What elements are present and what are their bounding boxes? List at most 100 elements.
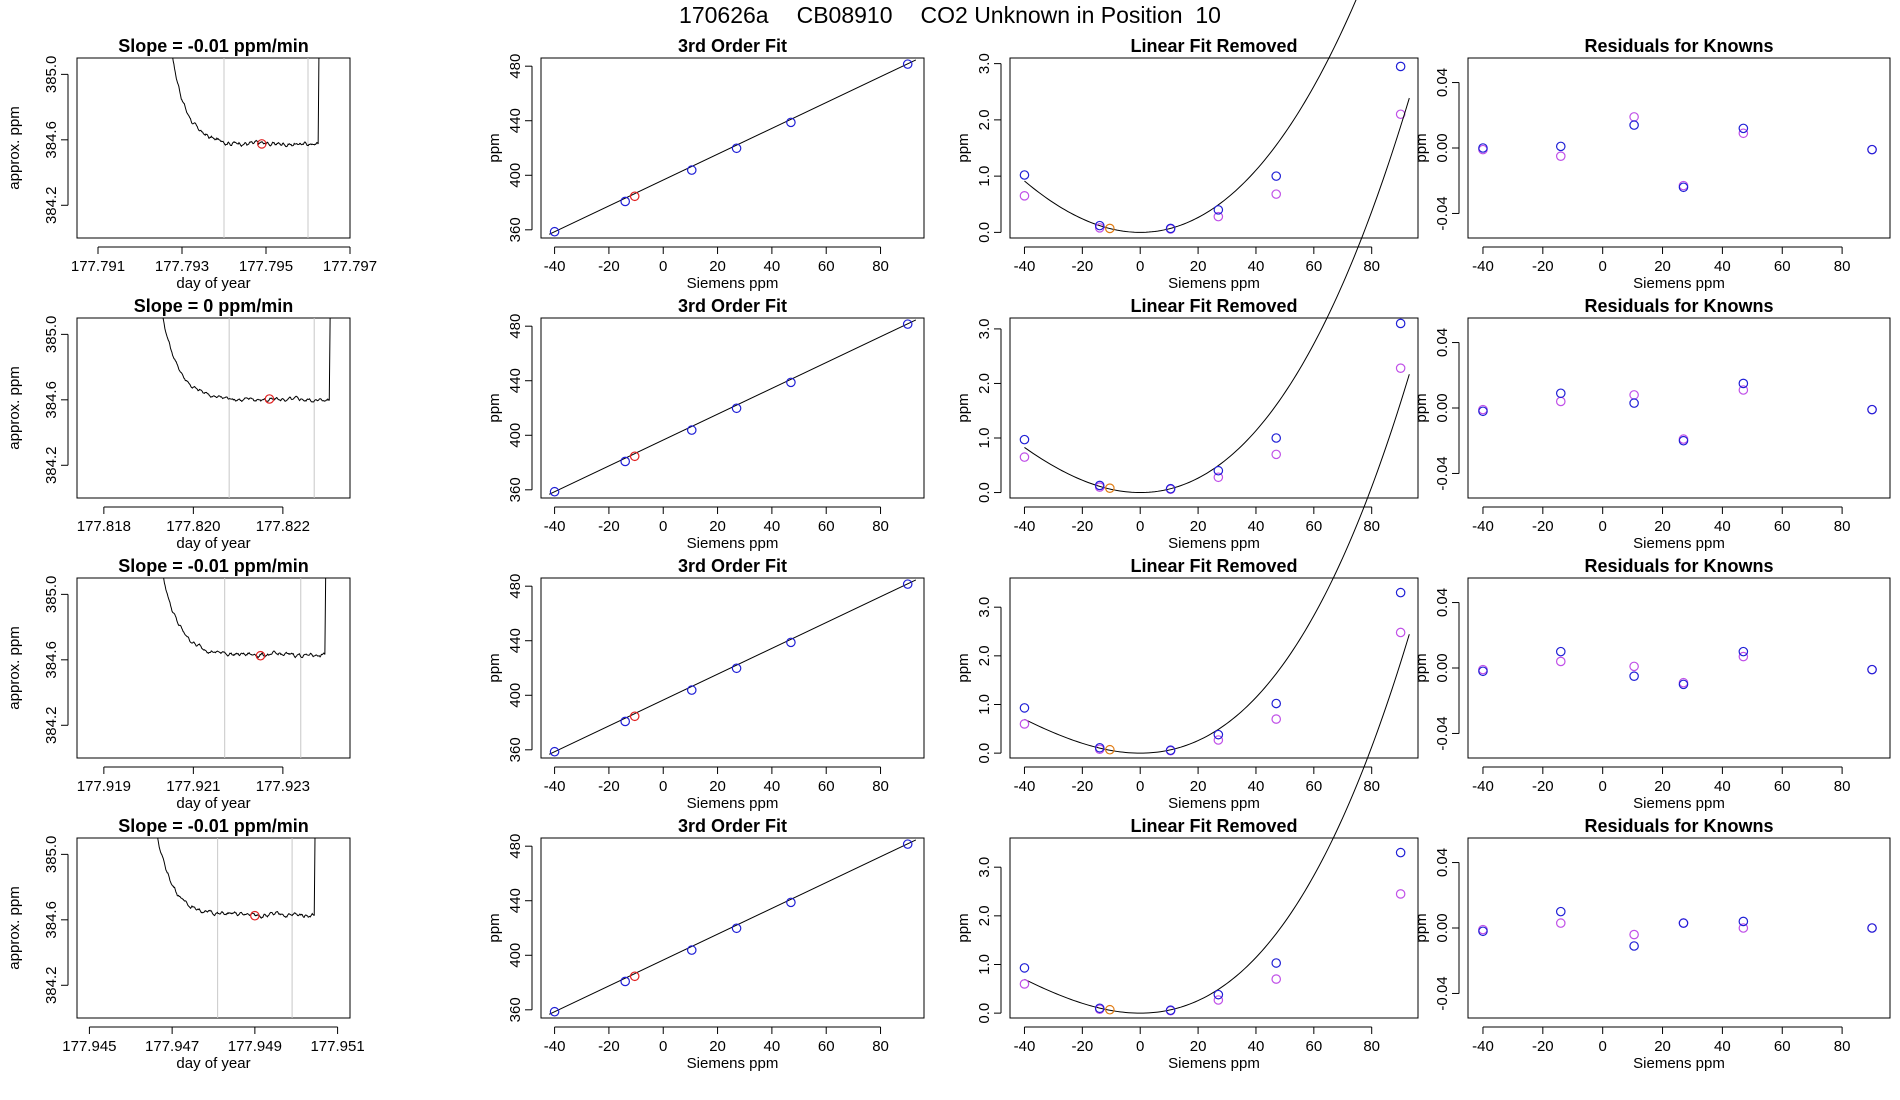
x-tick-label: 177.921 <box>166 778 220 795</box>
x-tick-label: 60 <box>818 518 835 535</box>
panel-trace-row-4: Slope = -0.01 ppm/min 177.945 177.947 177.9… <box>6 816 365 1072</box>
y-tick-label: 2.0 <box>976 645 993 666</box>
x-tick-label: -20 <box>1071 258 1093 275</box>
x-tick-label: 177.797 <box>323 258 377 275</box>
panel-title: Slope = -0.01 ppm/min <box>118 36 309 56</box>
y-tick-label: 400 <box>507 163 524 188</box>
x-tick-label: 0 <box>659 1038 667 1055</box>
x-tick-label: 80 <box>1363 258 1380 275</box>
x-axis-label: Siemens ppm <box>1168 1055 1260 1072</box>
panel-linear_removed-row-3: Linear Fit Removed -40 -20 0 20 40 60 80 Siemens… <box>955 374 1419 812</box>
x-axis-label: Siemens ppm <box>687 795 779 812</box>
x-tick-label: 60 <box>1774 1038 1791 1055</box>
known-point <box>1678 435 1689 446</box>
panel-fit-row-2: 3rd Order Fit -40 -20 0 20 40 60 80 Siemens ppm 3… <box>486 296 925 552</box>
known-point <box>1213 205 1224 215</box>
known-point <box>1738 646 1749 657</box>
known-point <box>1478 666 1488 677</box>
x-tick-label: 80 <box>1834 778 1851 795</box>
x-axis-label: day of year <box>176 275 250 292</box>
alt-point <box>1629 390 1639 400</box>
x-tick-label: 60 <box>1305 778 1322 795</box>
curve-line <box>1024 0 1357 233</box>
panel-title: Linear Fit Removed <box>1130 36 1297 56</box>
panel-title: 3rd Order Fit <box>678 556 787 576</box>
x-tick-label: 40 <box>764 778 781 795</box>
y-tick-label: 480 <box>507 574 524 599</box>
y-tick-label: 360 <box>507 737 524 762</box>
x-axis-label: day of year <box>176 1055 250 1072</box>
known-point <box>1867 923 1877 933</box>
x-axis-label: day of year <box>176 535 250 552</box>
known-point <box>686 685 697 695</box>
x-tick-label: 20 <box>1190 1038 1207 1055</box>
y-tick-label: 0.04 <box>1434 68 1451 97</box>
known-point <box>620 456 631 467</box>
y-tick-label: 3.0 <box>976 318 993 339</box>
x-tick-label: 177.923 <box>256 778 310 795</box>
x-tick-label: 0 <box>659 778 667 795</box>
y-tick-label: 480 <box>507 314 524 339</box>
x-tick-label: 20 <box>1190 778 1207 795</box>
panel-fit-row-3: 3rd Order Fit -40 -20 0 20 40 60 80 Siemens ppm 3… <box>486 556 925 812</box>
x-tick-label: 60 <box>1305 258 1322 275</box>
x-tick-label: 80 <box>1834 1038 1851 1055</box>
x-tick-label: 80 <box>1834 258 1851 275</box>
alt-point <box>1395 363 1406 373</box>
x-tick-label: 0 <box>1136 258 1144 275</box>
y-axis-label: ppm <box>955 133 972 162</box>
x-tick-label: 177.945 <box>62 1038 116 1055</box>
y-tick-label: 0.00 <box>1434 913 1451 942</box>
x-tick-label: -20 <box>598 778 620 795</box>
known-point <box>731 923 742 934</box>
plot-frame <box>1467 837 1891 1019</box>
x-tick-label: -40 <box>1014 1038 1036 1055</box>
panel-trace-row-3: Slope = -0.01 ppm/min 177.919 177.921 177.9… <box>6 556 351 812</box>
x-tick-label: 80 <box>872 778 889 795</box>
known-point <box>1094 220 1105 231</box>
alt-point <box>1738 923 1749 933</box>
known-point <box>1555 141 1566 152</box>
x-tick-label: -40 <box>544 518 566 535</box>
known-point <box>1271 171 1282 181</box>
known-point <box>902 319 913 329</box>
x-tick-label: 60 <box>1774 518 1791 535</box>
y-axis-label: ppm <box>486 393 503 422</box>
unknown-marker <box>255 650 266 661</box>
known-point <box>1395 587 1406 598</box>
y-axis-label: approx. ppm <box>6 366 23 449</box>
known-point <box>1271 698 1282 709</box>
y-tick-label: 384.2 <box>43 966 60 1004</box>
known-point <box>786 117 796 128</box>
trace-line <box>157 838 316 919</box>
known-point <box>1629 120 1639 130</box>
known-point <box>1678 918 1689 928</box>
x-tick-label: 20 <box>709 518 726 535</box>
x-tick-label: 177.793 <box>155 258 209 275</box>
panel-residuals-row-3: Residuals for Knowns -40 -20 0 20 40 60 80 Sieme… <box>1413 556 1891 812</box>
known-point <box>902 59 913 69</box>
x-tick-label: 0 <box>659 258 667 275</box>
panel-title: 3rd Order Fit <box>678 296 787 316</box>
y-tick-label: 384.6 <box>43 121 60 159</box>
x-tick-label: 60 <box>818 778 835 795</box>
x-axis-label: Siemens ppm <box>1168 275 1260 292</box>
y-tick-label: -0.04 <box>1434 456 1451 490</box>
known-point <box>1271 958 1282 968</box>
alt-point <box>1271 189 1282 199</box>
x-tick-label: 80 <box>1363 778 1380 795</box>
y-tick-label: 0.04 <box>1434 328 1451 357</box>
known-point <box>686 945 697 955</box>
description: CO2 Unknown in Position 10 <box>920 2 1221 28</box>
x-tick-label: -40 <box>544 258 566 275</box>
y-axis-label: ppm <box>1413 653 1430 682</box>
plot-frame <box>1467 317 1891 499</box>
plot-frame <box>540 57 925 239</box>
alt-point <box>1213 472 1224 483</box>
x-axis-label: Siemens ppm <box>687 275 779 292</box>
x-tick-label: -20 <box>598 518 620 535</box>
known-point <box>1555 906 1566 917</box>
alt-point <box>1213 211 1224 222</box>
tank-id: CB08910 <box>796 2 893 28</box>
known-point <box>1094 1003 1105 1014</box>
